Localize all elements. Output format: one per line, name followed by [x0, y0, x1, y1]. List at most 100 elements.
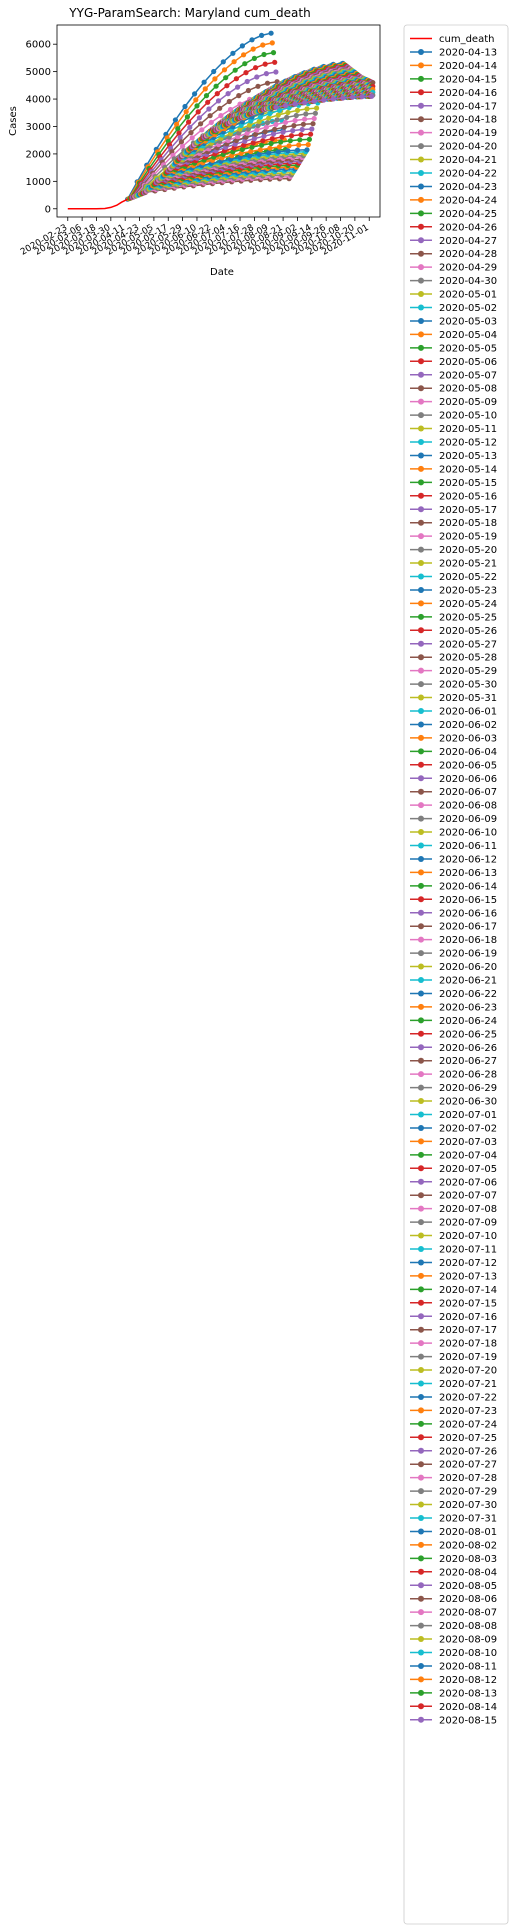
projection-marker	[292, 117, 298, 124]
projection-marker	[269, 136, 275, 142]
projection-line	[131, 71, 277, 198]
legend-marker	[418, 1286, 424, 1293]
legend-marker	[418, 1609, 424, 1616]
projection-marker	[256, 151, 262, 157]
legend-label: 2020-08-15	[439, 1715, 497, 1726]
legend-marker	[418, 1192, 424, 1199]
projection-marker	[250, 46, 256, 52]
legend-marker	[418, 1178, 424, 1185]
legend-item-2020-07-13: 2020-07-13	[410, 1271, 497, 1282]
legend-label: 2020-05-05	[439, 343, 497, 354]
legend-marker	[418, 815, 424, 822]
legend-label: 2020-04-28	[439, 249, 497, 260]
legend-label: 2020-07-29	[439, 1487, 497, 1498]
legend-marker	[418, 1232, 424, 1239]
legend-item-2020-06-02: 2020-06-02	[410, 720, 497, 731]
projection-marker	[254, 74, 260, 80]
projection-marker	[276, 107, 283, 113]
legend-label: 2020-08-10	[439, 1648, 497, 1659]
legend-marker	[418, 869, 424, 876]
legend-item-2020-07-29: 2020-07-29	[410, 1487, 497, 1498]
legend-item-2020-07-15: 2020-07-15	[410, 1298, 497, 1309]
legend-marker	[418, 950, 424, 957]
projection-line	[157, 158, 302, 183]
projection-marker	[196, 115, 202, 121]
projection-marker	[206, 106, 212, 112]
legend-item-2020-05-06: 2020-05-06	[410, 357, 497, 368]
legend-item-2020-07-12: 2020-07-12	[410, 1258, 497, 1269]
legend-item-2020-07-19: 2020-07-19	[410, 1352, 497, 1363]
legend-item-2020-06-01: 2020-06-01	[410, 707, 497, 718]
projection-marker	[259, 32, 265, 39]
legend-item-2020-07-09: 2020-07-09	[410, 1218, 497, 1229]
projection-marker	[304, 106, 310, 112]
projection-marker	[211, 68, 217, 75]
legend-item-2020-05-15: 2020-05-15	[410, 478, 497, 489]
legend-label: 2020-07-17	[439, 1325, 497, 1336]
projection-marker	[208, 119, 214, 125]
legend-item-2020-06-07: 2020-06-07	[410, 787, 497, 798]
projection-marker	[275, 149, 281, 155]
legend-item-2020-06-18: 2020-06-18	[410, 935, 497, 946]
projection-line	[159, 154, 304, 180]
legend-marker	[418, 398, 424, 405]
legend-marker	[418, 640, 424, 647]
legend-item-2020-04-24: 2020-04-24	[410, 195, 497, 206]
projection-marker	[264, 80, 271, 86]
legend-item-2020-08-09: 2020-08-09	[410, 1635, 497, 1646]
legend-marker	[418, 573, 424, 580]
legend-item-2020-06-19: 2020-06-19	[410, 949, 497, 960]
legend-label: 2020-07-03	[439, 1137, 497, 1148]
legend-item-2020-04-19: 2020-04-19	[410, 128, 497, 139]
legend-label: 2020-06-05	[439, 760, 497, 771]
legend-marker	[418, 385, 424, 392]
projection-marker	[273, 104, 279, 110]
legend-items: cum_death 2020-04-13 2020-04-14 2020-04-15 2…	[410, 34, 497, 1726]
legend-label: 2020-06-26	[439, 1043, 497, 1054]
legend-frame	[403, 24, 509, 1925]
projection-line	[154, 162, 299, 185]
projection-marker	[263, 71, 269, 77]
legend-marker	[418, 1407, 424, 1414]
legend-item-2020-06-05: 2020-06-05	[410, 760, 497, 771]
legend-marker	[418, 1488, 424, 1495]
legend-label: 2020-04-16	[439, 88, 497, 99]
projection-2020-05-17	[165, 126, 315, 174]
legend-label: 2020-04-18	[439, 115, 497, 126]
legend-label: 2020-06-25	[439, 1029, 497, 1040]
projection-marker	[282, 119, 289, 125]
legend-label: 2020-05-08	[439, 384, 497, 395]
legend-marker	[418, 1098, 424, 1105]
legend-label: 2020-04-30	[439, 276, 497, 287]
legend-item-2020-06-03: 2020-06-03	[410, 733, 497, 744]
legend-marker	[418, 156, 424, 163]
projection-marker	[270, 131, 277, 137]
legend-marker	[418, 1676, 424, 1683]
projection-marker	[310, 121, 316, 127]
plot-frame	[56, 24, 381, 218]
legend: cum_death 2020-04-13 2020-04-14 2020-04-15 2…	[403, 24, 509, 1925]
legend-marker	[418, 627, 424, 634]
projection-marker	[250, 140, 256, 146]
legend-item-2020-07-08: 2020-07-08	[410, 1204, 497, 1215]
legend-marker	[418, 546, 424, 553]
projection-marker	[294, 107, 301, 113]
legend-label: 2020-04-17	[439, 101, 497, 112]
legend-marker	[418, 708, 424, 714]
legend-label: 2020-06-28	[439, 1070, 497, 1081]
legend-item-2020-06-13: 2020-06-13	[410, 868, 497, 879]
legend-marker	[418, 358, 424, 365]
observed-series	[67, 198, 128, 210]
projection-marker	[201, 79, 207, 85]
legend-label: 2020-08-06	[439, 1594, 497, 1605]
legend-label: 2020-05-26	[439, 626, 497, 637]
projection-marker	[203, 93, 210, 99]
legend-label: 2020-07-28	[439, 1473, 497, 1484]
projection-marker	[184, 114, 190, 120]
projection-marker	[195, 109, 201, 115]
projection-marker	[314, 105, 320, 111]
projection-marker	[193, 97, 199, 103]
legend-item-2020-06-16: 2020-06-16	[410, 908, 497, 919]
legend-item-2020-05-17: 2020-05-17	[410, 505, 497, 516]
